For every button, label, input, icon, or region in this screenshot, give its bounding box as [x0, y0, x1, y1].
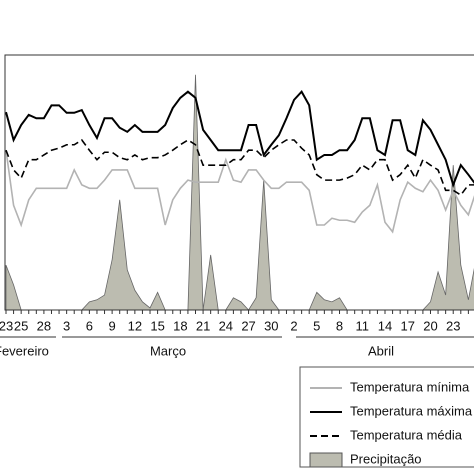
x-tick-label: 12 [128, 318, 142, 333]
x-tick-label: 5 [313, 318, 320, 333]
x-tick-label: 30 [264, 318, 278, 333]
x-tick-label: 17 [401, 318, 415, 333]
x-tick-label: 14 [378, 318, 392, 333]
plot-frame [4, 54, 474, 311]
x-tick-label: 25 [14, 318, 28, 333]
x-tick-label: 27 [241, 318, 255, 333]
x-tick-label: 23 [446, 318, 460, 333]
legend-label: Temperatura máxima [350, 403, 473, 418]
x-tick-label: 9 [109, 318, 116, 333]
legend-entries: Temperatura mínima Temperatura máxima Temp… [309, 379, 473, 468]
temperature-line [5, 138, 474, 197]
x-tick-label: 21 [196, 318, 210, 333]
legend-label: Temperatura mínima [350, 379, 470, 394]
temperature-line [5, 150, 474, 234]
x-tick-label: 8 [336, 318, 343, 333]
x-tick-label: 18 [173, 318, 187, 333]
x-tick-label: 15 [150, 318, 164, 333]
x-tick-label: 23 [0, 318, 13, 333]
x-tick-label: 20 [423, 318, 437, 333]
x-tick-label: 3 [63, 318, 70, 333]
month-label: Março [150, 343, 186, 358]
temperature-line [5, 90, 474, 188]
legend-swatch [309, 452, 343, 468]
month-label: Fevereiro [0, 343, 49, 358]
x-tick-label: 24 [219, 318, 233, 333]
x-tick-label: 11 [356, 318, 370, 333]
x-tick-label: 2 [290, 318, 297, 333]
legend-label: Temperatura média [350, 427, 463, 442]
x-tick-label: 28 [37, 318, 51, 333]
legend-label: Precipitação [350, 451, 422, 466]
month-label: Abril [368, 343, 394, 358]
x-tick-label: 6 [86, 318, 93, 333]
legend [299, 366, 474, 468]
